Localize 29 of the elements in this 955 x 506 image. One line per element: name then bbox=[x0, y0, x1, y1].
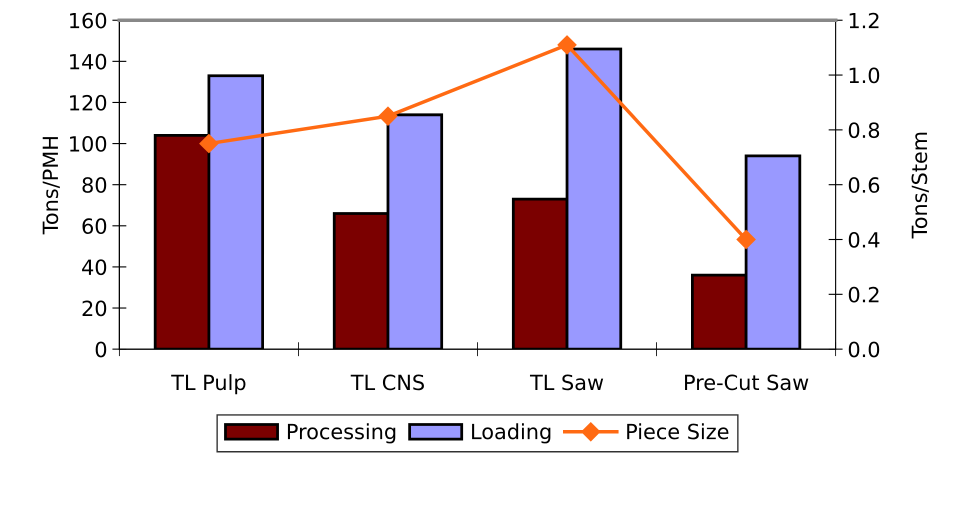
y-tick-label: 100 bbox=[70, 136, 106, 152]
y2-axis-title: Tons/Stem bbox=[911, 132, 929, 239]
y-tick-label: 40 bbox=[82, 259, 106, 276]
point bbox=[736, 230, 756, 250]
point bbox=[378, 106, 398, 126]
y2-tick-label: 0.8 bbox=[848, 122, 880, 138]
point bbox=[199, 134, 218, 154]
y-axis-title: Tons/PMH bbox=[42, 137, 60, 234]
legend-label: Loading bbox=[472, 423, 550, 444]
y2-tick-label: 0.2 bbox=[848, 286, 878, 303]
y-tick-label: 140 bbox=[70, 54, 106, 70]
y2-tick-label: 0.6 bbox=[848, 177, 880, 193]
legend-label: Processing bbox=[288, 423, 396, 444]
y-tick-label: 60 bbox=[82, 218, 106, 234]
y2-tick-label: 0.0 bbox=[848, 342, 880, 358]
y2-tick-label: 1.2 bbox=[850, 12, 878, 28]
y-tick-label: 20 bbox=[82, 300, 106, 316]
y2-tick-label: 0.4 bbox=[848, 232, 880, 248]
y-tick-label: 80 bbox=[82, 177, 106, 193]
y-tick-label: 160 bbox=[70, 12, 106, 28]
x-tick-label: TL CNS bbox=[350, 374, 424, 390]
x-tick-label: TL Pulp bbox=[171, 374, 246, 394]
y-tick-label: 0 bbox=[96, 342, 106, 358]
legend-label: Piece Size bbox=[627, 423, 728, 440]
y2-tick-label: 1.0 bbox=[850, 68, 880, 84]
x-tick-label: Pre-Cut Saw bbox=[685, 374, 808, 390]
point bbox=[558, 35, 577, 54]
x-tick-label: TL Saw bbox=[530, 374, 604, 390]
y-tick-label: 120 bbox=[70, 94, 106, 111]
